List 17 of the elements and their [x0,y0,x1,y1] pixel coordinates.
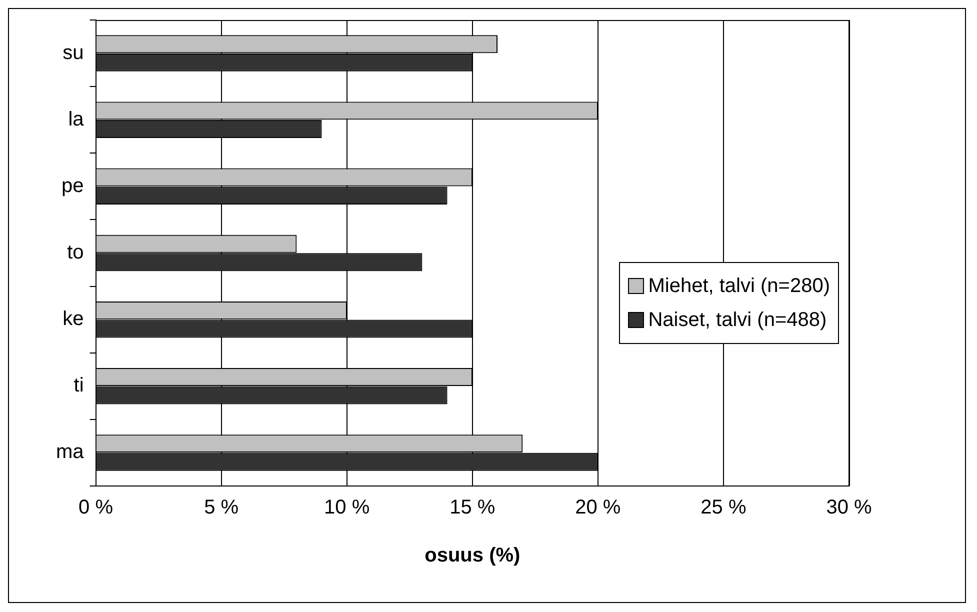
y-tick-label: to [67,242,84,264]
x-tick-label: 10 % [324,496,370,519]
x-tick-label: 0 % [78,496,114,519]
x-tick-label: 30 % [826,496,872,519]
x-tick-label: 5 % [204,496,239,519]
y-tick-label: ke [62,308,84,330]
legend-label: Miehet, talvi (n=280) [648,274,830,299]
legend-label: Naiset, talvi (n=488) [648,308,827,333]
x-axis-title: osuus (%) [424,544,520,567]
x-tick-label: 20 % [575,496,621,519]
y-tick-label: ma [56,441,85,464]
y-tick-label: la [68,108,85,130]
y-tick-label: su [62,42,84,64]
y-tick-label: ti [74,374,84,397]
x-tick-label: 15 % [450,496,496,519]
x-tick-label: 25 % [700,496,746,519]
y-tick-label: pe [62,174,84,197]
